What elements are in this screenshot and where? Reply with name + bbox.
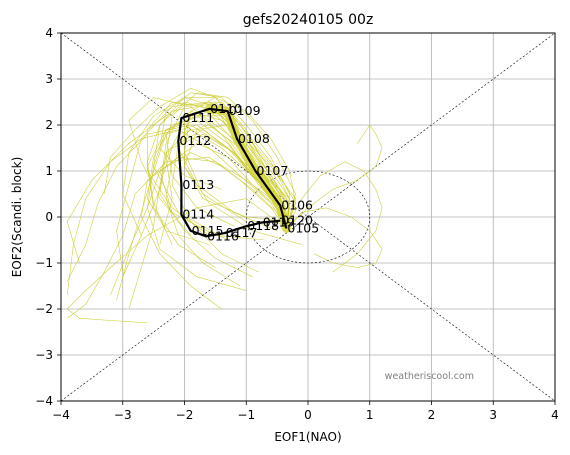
point-label: 0116	[207, 228, 239, 243]
chart-title: gefs20240105 00z	[243, 12, 374, 28]
x-tick-label: −1	[237, 408, 255, 422]
x-tick-label: −4	[52, 408, 70, 422]
point-label: 0110	[210, 101, 242, 116]
y-tick-label: 3	[45, 72, 53, 86]
member-track	[184, 110, 302, 245]
mean-track	[177, 104, 291, 238]
anti-diagonal-line	[60, 32, 556, 402]
y-tick-label: 2	[45, 118, 53, 132]
point-label: 0107	[257, 163, 289, 178]
y-tick-label: −3	[35, 348, 53, 362]
member-track	[147, 97, 290, 245]
member-track	[286, 161, 383, 273]
y-tick-label: −2	[35, 302, 53, 316]
x-tick-label: 2	[428, 408, 436, 422]
y-axis-label: EOF2(Scandi. block)	[10, 157, 24, 278]
y-tick-label: 0	[45, 210, 53, 224]
x-tick-label: 1	[366, 408, 374, 422]
point-label: 0111	[182, 110, 214, 125]
member-tracks	[66, 87, 383, 324]
member-track	[147, 152, 287, 291]
point-label: 0113	[182, 177, 214, 192]
x-tick-label: 4	[551, 408, 559, 422]
x-tick-label: −3	[114, 408, 132, 422]
point-label: 0108	[238, 131, 270, 146]
member-track	[66, 129, 287, 296]
y-ticks: −4 −3 −2 −1 0 1 2 3 4	[35, 26, 61, 408]
y-tick-label: 4	[45, 26, 53, 40]
x-tick-label: 3	[489, 408, 497, 422]
member-track	[159, 92, 296, 245]
member-track	[165, 110, 290, 229]
y-tick-label: −4	[35, 394, 53, 408]
point-label: 0114	[182, 207, 214, 222]
y-tick-label: −1	[35, 256, 53, 270]
point-label: 0105	[287, 221, 319, 236]
member-track	[122, 101, 290, 277]
member-track	[184, 97, 296, 229]
member-track	[286, 124, 383, 229]
point-label: 0112	[179, 133, 211, 148]
mean-track-line	[177, 107, 288, 238]
y-tick-label: 1	[45, 164, 53, 178]
point-label: 0106	[281, 198, 313, 213]
x-ticks: −4 −3 −2 −1 0 1 2 3 4	[52, 401, 559, 422]
member-track	[103, 87, 290, 229]
member-track	[153, 101, 290, 241]
point-label: 0115	[192, 223, 224, 238]
point-label: 0109	[229, 103, 261, 118]
member-track	[66, 198, 287, 324]
member-track	[286, 207, 383, 268]
x-tick-label: −2	[176, 408, 194, 422]
watermark: weatheriscool.com	[385, 371, 474, 382]
point-label: 0118	[247, 218, 279, 233]
point-label: 0120	[281, 213, 313, 228]
point-label: 0117	[226, 225, 258, 240]
point-label: 0119	[263, 215, 295, 230]
x-tick-label: 0	[304, 408, 312, 422]
x-axis-label: EOF1(NAO)	[274, 430, 341, 444]
